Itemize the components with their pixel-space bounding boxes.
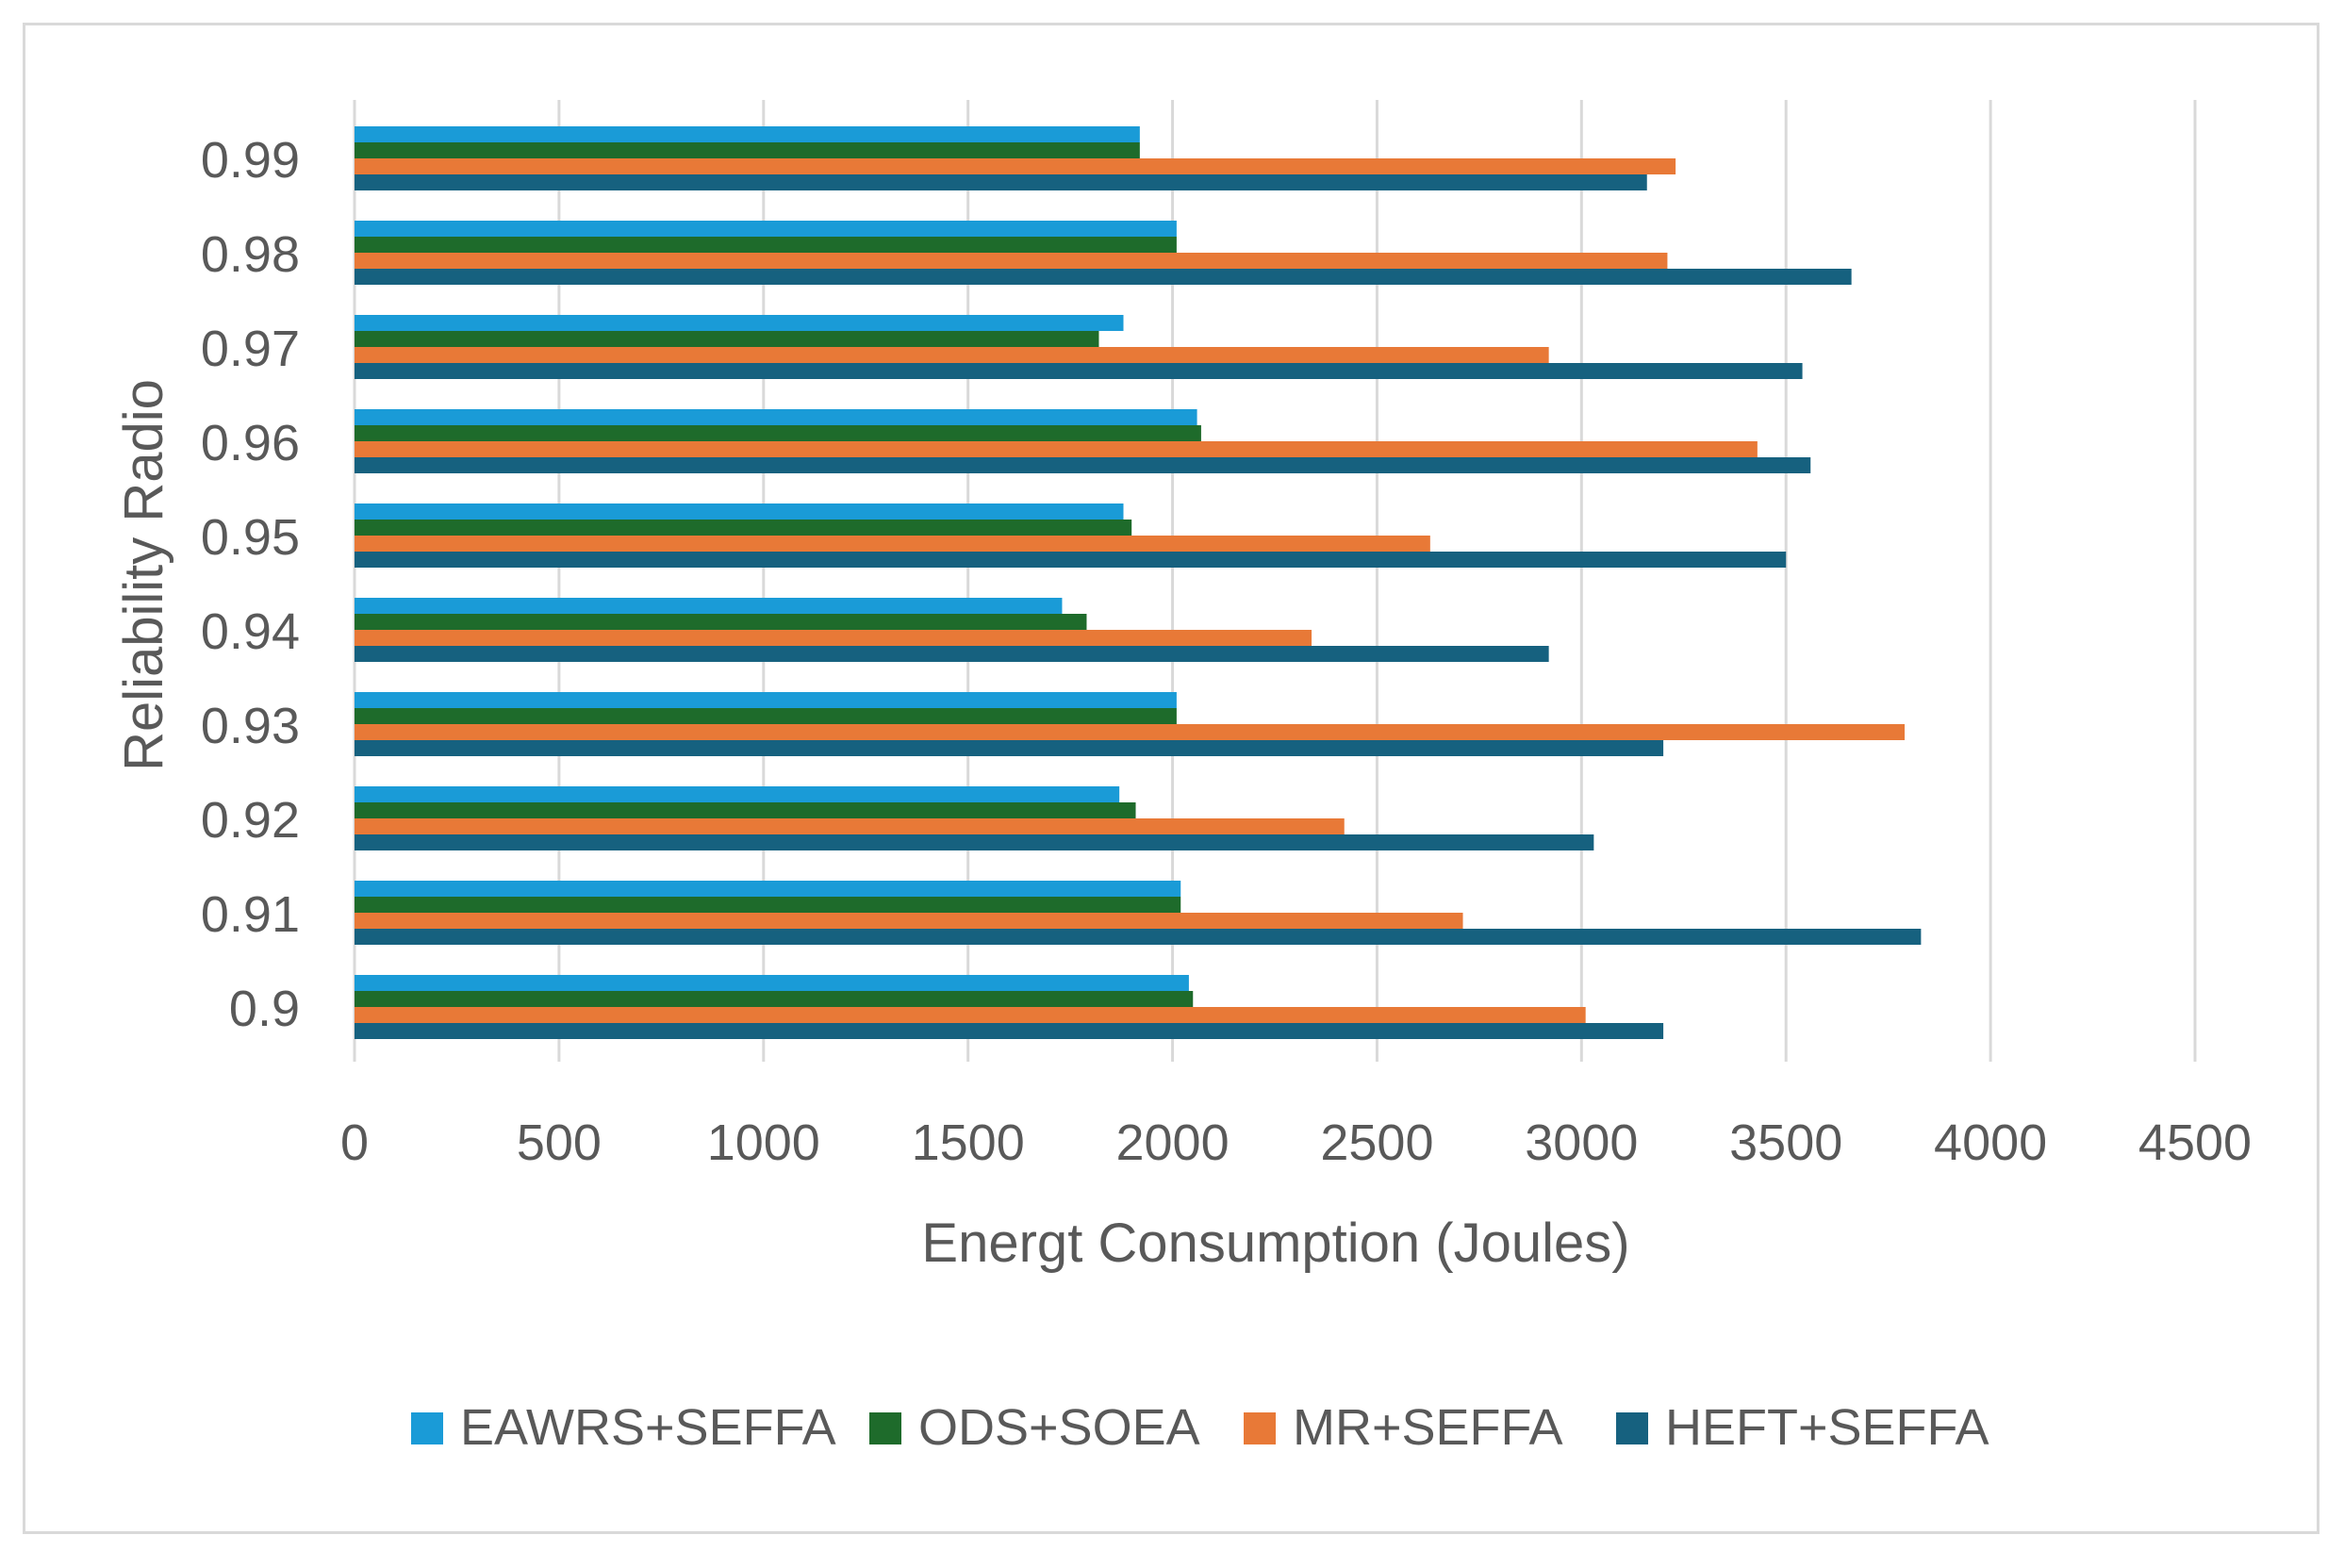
bar-eawrs-seffa-0-9	[355, 975, 1189, 991]
legend-label: EAWRS+SEFFA	[460, 1399, 836, 1456]
bar-heft-seffa-0-97	[355, 363, 1803, 379]
bar-eawrs-seffa-0-95	[355, 503, 1124, 520]
bar-heft-seffa-0-92	[355, 834, 1594, 850]
bar-ods-soea-0-95	[355, 520, 1132, 536]
bar-heft-seffa-0-9	[355, 1023, 1664, 1039]
x-tick-label: 4500	[2138, 1114, 2252, 1171]
x-tick-label: 3500	[1729, 1114, 1842, 1171]
legend-label: MR+SEFFA	[1293, 1399, 1563, 1456]
bar-ods-soea-0-96	[355, 425, 1201, 441]
bar-eawrs-seffa-0-99	[355, 126, 1140, 142]
legend-item-eawrs-seffa: EAWRS+SEFFA	[411, 1399, 836, 1456]
y-tick-label: 0.96	[201, 415, 300, 471]
bar-heft-seffa-0-93	[355, 740, 1664, 756]
x-tick-label: 1000	[707, 1114, 820, 1171]
bar-mr-seffa-0-93	[355, 724, 1906, 740]
bar-heft-seffa-0-94	[355, 646, 1549, 662]
bar-mr-seffa-0-92	[355, 818, 1345, 834]
bar-mr-seffa-0-98	[355, 253, 1668, 269]
bar-mr-seffa-0-91	[355, 913, 1463, 929]
x-tick-label: 2000	[1115, 1114, 1229, 1171]
x-tick-label: 0	[340, 1114, 369, 1171]
bar-eawrs-seffa-0-92	[355, 786, 1120, 802]
bar-mr-seffa-0-94	[355, 630, 1312, 646]
bar-mr-seffa-0-9	[355, 1007, 1586, 1023]
x-tick-label: 4000	[1934, 1114, 2047, 1171]
bar-eawrs-seffa-0-98	[355, 221, 1177, 237]
bar-mr-seffa-0-99	[355, 158, 1676, 174]
y-tick-label: 0.98	[201, 226, 300, 283]
y-tick-label: 0.94	[201, 603, 300, 660]
legend-item-heft-seffa: HEFT+SEFFA	[1616, 1399, 1989, 1456]
bar-eawrs-seffa-0-91	[355, 881, 1181, 897]
y-tick-label: 0.91	[201, 886, 300, 943]
x-axis-title: Energt Consumption (Joules)	[921, 1213, 1629, 1274]
bar-eawrs-seffa-0-97	[355, 315, 1124, 331]
bar-mr-seffa-0-95	[355, 536, 1430, 552]
x-tick-label: 1500	[912, 1114, 1025, 1171]
bar-heft-seffa-0-98	[355, 269, 1852, 285]
bar-ods-soea-0-94	[355, 614, 1087, 630]
y-axis-title: Reliability Radio	[113, 379, 174, 771]
bar-ods-soea-0-98	[355, 237, 1177, 253]
legend-label: HEFT+SEFFA	[1665, 1399, 1989, 1456]
bar-eawrs-seffa-0-93	[355, 692, 1177, 708]
bar-ods-soea-0-9	[355, 991, 1194, 1007]
bar-heft-seffa-0-96	[355, 457, 1811, 473]
legend-item-mr-seffa: MR+SEFFA	[1244, 1399, 1563, 1456]
bar-mr-seffa-0-96	[355, 441, 1758, 457]
bar-heft-seffa-0-99	[355, 174, 1647, 190]
y-tick-label: 0.92	[201, 792, 300, 849]
bar-heft-seffa-0-95	[355, 552, 1787, 568]
bar-ods-soea-0-93	[355, 708, 1177, 724]
legend-label: ODS+SOEA	[918, 1399, 1200, 1456]
legend-swatch	[411, 1412, 443, 1444]
x-tick-label: 2500	[1320, 1114, 1433, 1171]
bar-ods-soea-0-97	[355, 331, 1099, 347]
bar-ods-soea-0-92	[355, 802, 1136, 818]
y-tick-label: 0.99	[201, 132, 300, 189]
bar-eawrs-seffa-0-94	[355, 598, 1063, 614]
legend: EAWRS+SEFFA ODS+SOEA MR+SEFFA HEFT+SEFFA	[411, 1399, 1989, 1456]
bars	[355, 126, 1922, 1039]
y-tick-label: 0.95	[201, 509, 300, 566]
x-tick-label: 3000	[1525, 1114, 1638, 1171]
x-tick-label: 500	[517, 1114, 602, 1171]
y-axis-ticks: 0.9 0.91 0.92 0.93 0.94 0.95 0.96 0.97 0.98 0.99	[201, 132, 300, 1037]
bar-mr-seffa-0-97	[355, 347, 1549, 363]
bar-ods-soea-0-91	[355, 897, 1181, 913]
bar-eawrs-seffa-0-96	[355, 409, 1197, 425]
bar-ods-soea-0-99	[355, 142, 1140, 158]
y-tick-label: 0.9	[229, 981, 300, 1037]
y-tick-label: 0.97	[201, 321, 300, 377]
legend-swatch	[1244, 1412, 1276, 1444]
legend-swatch	[869, 1412, 901, 1444]
bar-heft-seffa-0-91	[355, 929, 1922, 945]
legend-item-ods-soea: ODS+SOEA	[869, 1399, 1200, 1456]
legend-swatch	[1616, 1412, 1648, 1444]
x-axis-ticks: 0 500 1000 1500 2000 2500 3000 3500 4000 4500	[340, 1114, 2252, 1171]
y-tick-label: 0.93	[201, 698, 300, 754]
